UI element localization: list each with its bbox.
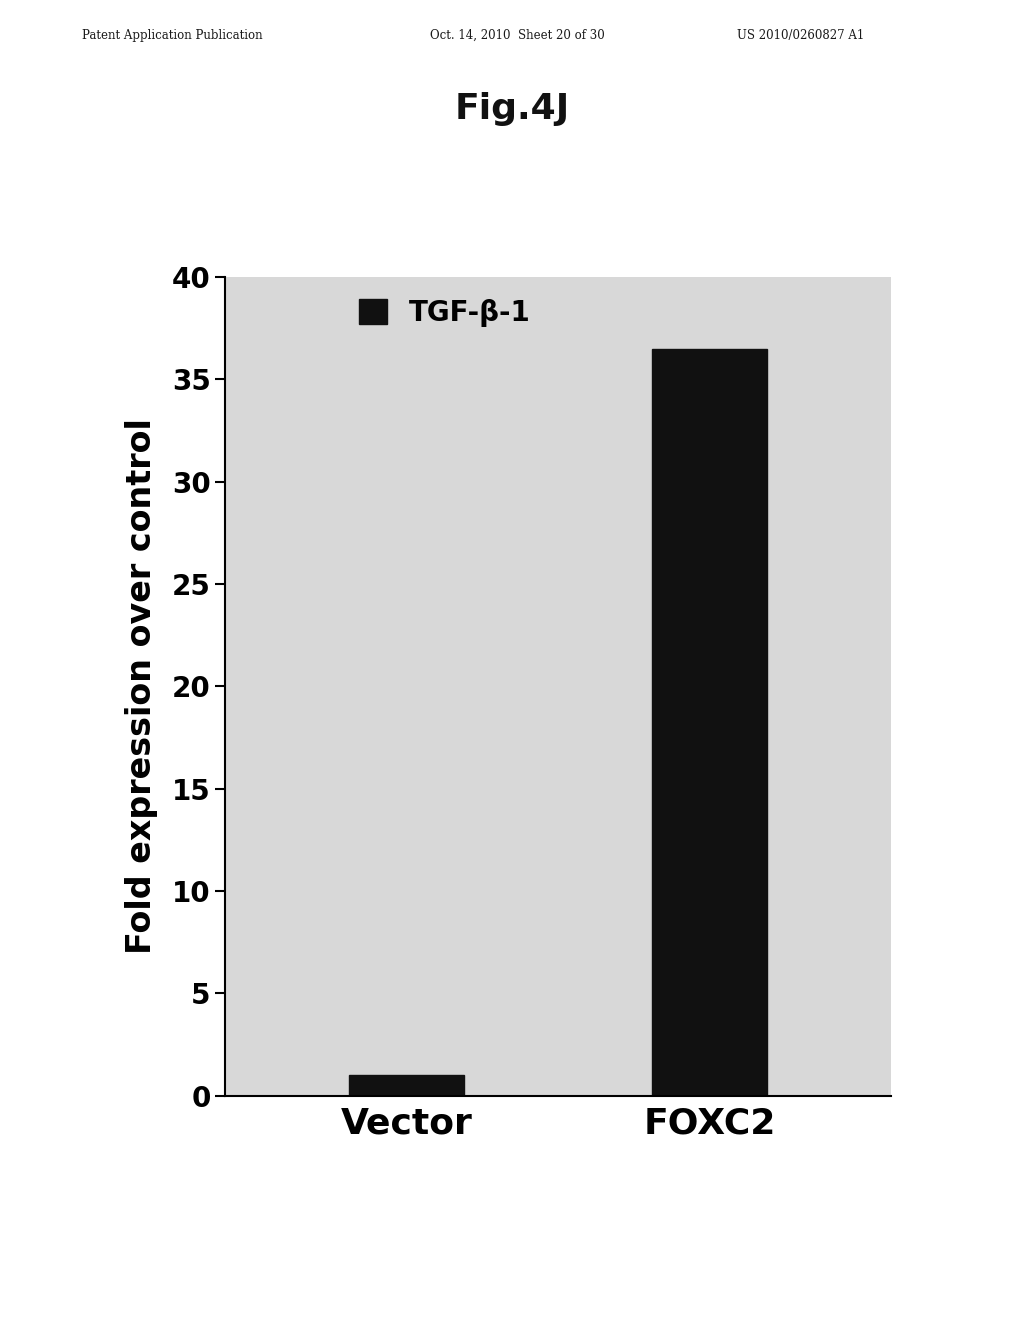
Text: Fig.4J: Fig.4J <box>455 92 569 127</box>
Text: Patent Application Publication: Patent Application Publication <box>82 29 262 42</box>
Bar <box>349 1074 464 1096</box>
Bar <box>652 348 767 1096</box>
Text: US 2010/0260827 A1: US 2010/0260827 A1 <box>737 29 864 42</box>
Text: Oct. 14, 2010  Sheet 20 of 30: Oct. 14, 2010 Sheet 20 of 30 <box>430 29 605 42</box>
Y-axis label: Fold expression over control: Fold expression over control <box>125 418 158 954</box>
Legend: TGF-β-1: TGF-β-1 <box>359 300 530 327</box>
